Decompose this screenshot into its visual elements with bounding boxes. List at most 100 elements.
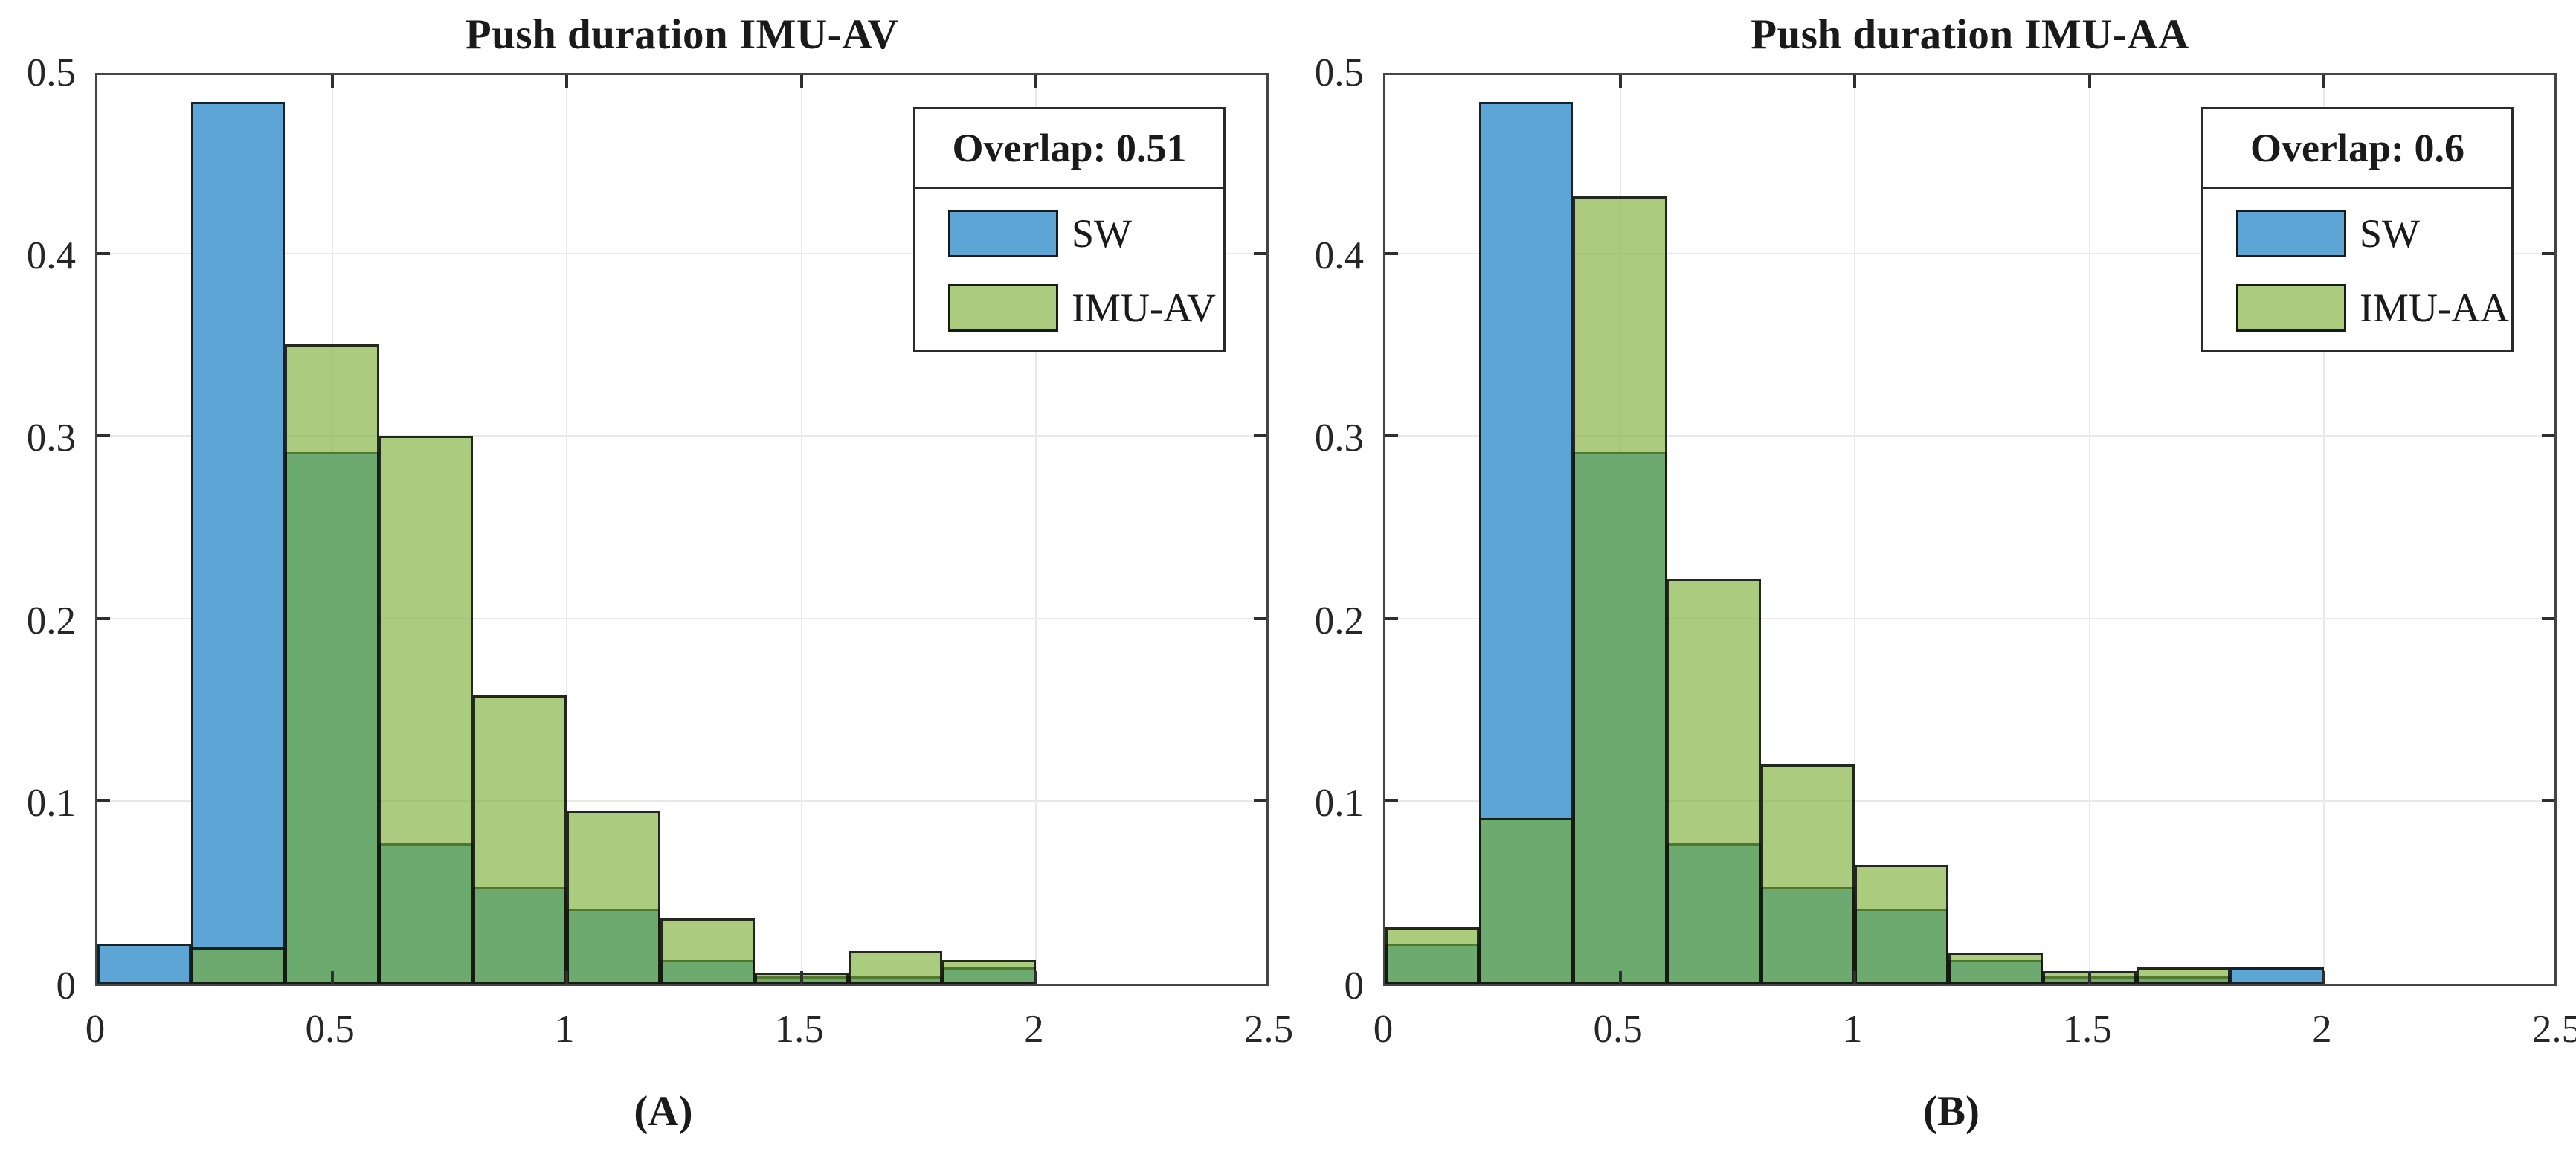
gridline-horizontal (97, 617, 1266, 619)
axis-tick-top (1034, 75, 1038, 88)
axis-tick-bottom (1618, 971, 1622, 984)
gridline-vertical (2088, 75, 2090, 984)
legend-swatch-imu (948, 284, 1058, 332)
axis-tick-right (2542, 434, 2554, 438)
overlap-badge: Overlap: 0.51 (913, 107, 1226, 189)
legend-swatch-sw (948, 210, 1058, 257)
x-tick-label: 1.5 (774, 1008, 824, 1051)
y-tick-label: 0.2 (26, 599, 76, 643)
histogram-panel: Push duration IMU-AV 0 0.5 1 1.5 2 2.5 0 0.1 0.2 0… (26, 11, 1293, 1135)
legend-entry-label: IMU-AA (2360, 286, 2509, 330)
axis-tick-bottom (565, 971, 569, 984)
histogram-panel: Push duration IMU-AA 0 0.5 1 1.5 2 2.5 0 0.1 0.2 0… (1288, 0, 2576, 1172)
x-tick-label: 2.5 (2531, 1008, 2576, 1051)
y-tick-label: 0.4 (1314, 234, 1364, 277)
axis-tick-top (565, 75, 569, 88)
y-tick-label: 0.5 (26, 51, 76, 94)
panel-label: (B) (1923, 1088, 1980, 1135)
axis-tick-top (2087, 75, 2091, 88)
axis-tick-top (330, 75, 334, 88)
bar-sw (97, 943, 192, 984)
bar-imu (1573, 196, 1667, 984)
axis-tick-right (1254, 434, 1266, 438)
y-tick-label: 0.2 (1314, 599, 1364, 643)
gridline-horizontal (1385, 800, 2554, 802)
bar-imu (848, 950, 943, 984)
x-tick-label: 1 (1842, 1008, 1863, 1051)
legend-swatch-imu (2236, 284, 2346, 332)
axis-tick-right (2542, 616, 2554, 620)
overlap-label: Overlap: 0.6 (2250, 126, 2464, 170)
y-tick-label: 0.3 (26, 416, 76, 460)
axis-tick-bottom (2322, 971, 2326, 984)
gridline-horizontal (97, 800, 1266, 802)
gridline-horizontal (1385, 252, 2554, 254)
legend-swatch-sw (2236, 210, 2346, 257)
gridline-vertical (2323, 75, 2325, 984)
axis-tick-left (97, 799, 110, 803)
y-tick-label: 0 (56, 965, 77, 1008)
x-tick-label: 1 (554, 1008, 575, 1051)
axis-tick-left (1385, 616, 1398, 620)
bar-imu (660, 918, 755, 984)
axis-tick-left (97, 251, 110, 255)
y-tick-label: 0.1 (26, 782, 76, 825)
axis-tick-right (2542, 251, 2554, 255)
axis-tick-bottom (799, 971, 803, 984)
legend-entry-label: IMU-AV (1072, 286, 1217, 330)
bar-imu (1760, 764, 1855, 984)
axis-tick-top (1853, 75, 1857, 88)
bar-sw (191, 101, 286, 984)
overlap-label: Overlap: 0.51 (952, 126, 1187, 170)
x-tick-label: 0.5 (1593, 1008, 1643, 1051)
bar-imu (2136, 967, 2231, 984)
bar-imu (1948, 953, 2043, 984)
legend: SW IMU-AV (913, 187, 1226, 352)
bar-imu (1385, 927, 1480, 984)
y-tick-label: 0.1 (1314, 782, 1364, 825)
x-tick-label: 0.5 (305, 1008, 355, 1051)
x-tick-label: 2 (2312, 1008, 2332, 1051)
axis-tick-top (799, 75, 803, 88)
x-tick-label: 0 (1373, 1008, 1394, 1051)
axis-tick-bottom (1853, 971, 1857, 984)
bar-sw (2230, 967, 2325, 984)
y-tick-label: 0.3 (1314, 416, 1364, 460)
chart-title: Push duration IMU-AV (465, 11, 899, 58)
y-tick-label: 0 (1344, 965, 1365, 1008)
axis-tick-bottom (1034, 971, 1038, 984)
axis-tick-right (1254, 799, 1266, 803)
bar-imu (472, 695, 567, 984)
axis-tick-top (2322, 75, 2326, 88)
gridline-horizontal (97, 252, 1266, 254)
bar-imu (191, 947, 286, 984)
gridline-vertical (800, 75, 802, 984)
axis-tick-right (1254, 616, 1266, 620)
gridline-horizontal (97, 435, 1266, 437)
axis-tick-right (1254, 251, 1266, 255)
gridline-vertical (1035, 75, 1037, 984)
bar-imu (942, 960, 1037, 984)
x-tick-label: 2 (1024, 1008, 1044, 1051)
axis-tick-bottom (330, 971, 334, 984)
axis-tick-left (97, 434, 110, 438)
y-tick-label: 0.5 (1314, 51, 1364, 94)
bar-imu (379, 436, 473, 984)
axis-tick-top (1618, 75, 1622, 88)
legend-entry-label: SW (2360, 211, 2420, 256)
x-tick-label: 2.5 (1243, 1008, 1294, 1051)
bar-imu (1667, 578, 1761, 984)
gridline-horizontal (1385, 617, 2554, 619)
y-tick-label: 0.4 (26, 234, 76, 277)
bar-imu (567, 810, 661, 984)
x-tick-label: 0 (85, 1008, 106, 1051)
gridline-horizontal (1385, 435, 2554, 437)
bar-imu (1479, 817, 1574, 984)
axis-tick-left (1385, 799, 1398, 803)
legend: SW IMU-AA (2201, 187, 2514, 352)
legend-entry-label: SW (1072, 211, 1132, 256)
bar-imu (1855, 865, 1949, 984)
axis-tick-left (97, 616, 110, 620)
overlap-badge: Overlap: 0.6 (2201, 107, 2514, 189)
